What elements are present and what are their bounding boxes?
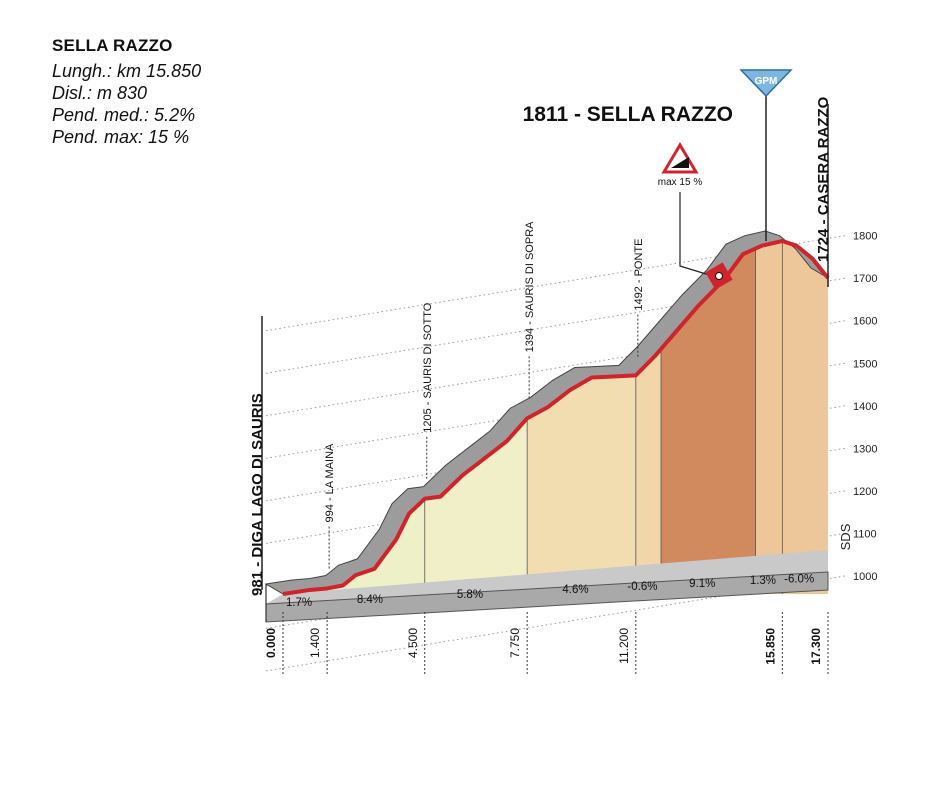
waypoint-label: 981 - DIGA LAGO DI SAURIS bbox=[249, 393, 266, 596]
altitude-gridline bbox=[265, 575, 846, 672]
altitude-tick-label: 1300 bbox=[853, 443, 877, 455]
waypoint-label: 1205 - SAURIS DI SOTTO bbox=[422, 302, 434, 432]
max-grade-label: max 15 % bbox=[658, 177, 703, 188]
altitude-tick-label: 1400 bbox=[853, 401, 877, 413]
climb-average-grade: Pend. med.: 5.2% bbox=[52, 105, 196, 125]
grade-labels: 1.7% 8.4% 5.8% 4.6% -0.6% 9.1% 1.3% -6.0% bbox=[286, 573, 814, 609]
sds-label: SDS bbox=[838, 523, 853, 550]
base-top-face bbox=[266, 550, 828, 604]
altitude-gridline bbox=[265, 235, 846, 332]
altitude-gridline bbox=[265, 277, 846, 374]
max-grade-spot-dot bbox=[715, 272, 723, 280]
climb-elevation-gain: Disl.: m 830 bbox=[52, 83, 148, 103]
distance-tick-label: 15.850 bbox=[763, 628, 777, 665]
grade-label: -6.0% bbox=[784, 573, 814, 585]
altitude-tick-label: 1200 bbox=[853, 486, 877, 498]
waypoint-labels: 981 - DIGA LAGO DI SAURIS 994 - LA MAINA 1… bbox=[249, 96, 832, 596]
grade-label: 8.4% bbox=[357, 594, 383, 606]
altitude-tick-label: 1000 bbox=[853, 571, 877, 583]
climb-info: SELLA RAZZO Lungh.: km 15.850 Disl.: m 8… bbox=[52, 36, 201, 148]
altitude-tick-label: 1100 bbox=[853, 528, 877, 540]
max-grade-pointer bbox=[679, 192, 720, 279]
distance-tick-label: 17.300 bbox=[809, 628, 823, 665]
grade-label: 1.3% bbox=[750, 575, 776, 587]
distance-tick-label: 4.500 bbox=[406, 628, 420, 658]
climb-title: SELLA RAZZO bbox=[52, 36, 173, 55]
distance-tick-label: 11.200 bbox=[617, 628, 631, 664]
grade-label: 9.1% bbox=[689, 578, 715, 590]
grade-label: -0.6% bbox=[627, 581, 657, 593]
segment-fill bbox=[527, 375, 636, 594]
altitude-gridline bbox=[265, 320, 846, 417]
altitude-tick-label: 1600 bbox=[853, 316, 877, 328]
altitude-tick-label: 1800 bbox=[853, 231, 877, 243]
summit-label: 1811 - SELLA RAZZO bbox=[523, 103, 733, 126]
distance-tick-label: 1.400 bbox=[308, 628, 322, 658]
gpm-badge-label: GPM bbox=[755, 76, 778, 87]
max-grade-slope-icon bbox=[671, 157, 689, 168]
segment-fill bbox=[661, 248, 756, 594]
profile-fill bbox=[283, 241, 828, 594]
segment-fill bbox=[635, 348, 662, 594]
waypoint-label: 994 - LA MAINA bbox=[324, 443, 336, 523]
waypoint-label: 1492 - PONTE bbox=[633, 239, 645, 311]
grade-label: 5.8% bbox=[457, 589, 483, 601]
segment-fill bbox=[782, 241, 828, 594]
climb-length: Lungh.: km 15.850 bbox=[52, 61, 202, 81]
segment-fill bbox=[755, 241, 783, 594]
segment-fill bbox=[327, 498, 425, 594]
segment-dividers bbox=[326, 241, 783, 594]
grade-label: 1.7% bbox=[286, 597, 312, 609]
road-edge-line bbox=[282, 239, 830, 596]
altitude-tick-label: 1500 bbox=[853, 358, 877, 370]
distance-ticks: 0.000 1.400 4.500 7.750 11.200 15.850 17.300 bbox=[264, 612, 829, 676]
waypoint-label: 1394 - SAURIS DI SOPRA bbox=[524, 221, 536, 352]
altitude-tick-label: 1700 bbox=[853, 273, 877, 285]
grade-label: 4.6% bbox=[562, 584, 588, 596]
climb-max-grade: Pend. max: 15 % bbox=[52, 127, 190, 147]
waypoint-label: 1724 - CASERA RAZZO bbox=[815, 96, 832, 262]
altitude-axis: 1800 1700 1600 1500 1400 1300 1200 1100 1000 bbox=[853, 231, 877, 583]
gpm-badge-icon bbox=[739, 69, 793, 98]
distance-tick-label: 7.750 bbox=[508, 628, 522, 658]
distance-tick-label: 0.000 bbox=[264, 628, 278, 658]
segment-fill bbox=[424, 418, 528, 594]
